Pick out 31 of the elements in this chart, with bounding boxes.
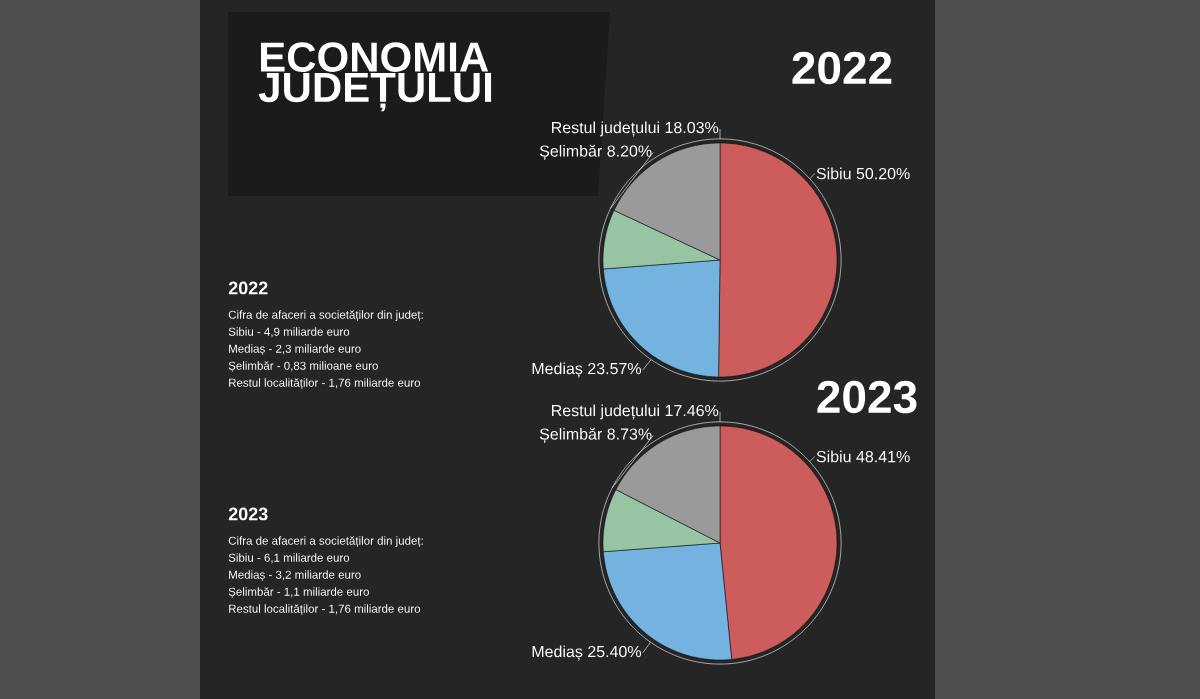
text: Mediaș - 3,2 miliarde euro bbox=[229, 570, 361, 582]
text: Șelimbăr - 1,1 miliarde euro bbox=[228, 587, 369, 599]
slice-label: Mediaș bbox=[532, 362, 583, 378]
text: 2022 bbox=[228, 281, 268, 295]
text: Sibiu - 4,9 miliarde euro bbox=[228, 327, 350, 338]
data-label: 8.20% bbox=[607, 145, 652, 157]
text: Restul localităților - 1,76 miliarde euro bbox=[229, 604, 421, 616]
data-label: 17.46% bbox=[665, 404, 719, 417]
data-label: 50.20% bbox=[856, 167, 910, 180]
slice-label: Șelimbăr bbox=[539, 427, 603, 443]
data-label: 23.57% bbox=[588, 362, 642, 375]
slice-label: Șelimbăr bbox=[539, 144, 603, 160]
text: Cifra de afaceri a societăților din județ: bbox=[228, 310, 423, 322]
slice-label: Sibiu bbox=[816, 167, 851, 180]
data-label: 48.41% bbox=[856, 450, 910, 463]
slice-label: Sibiu bbox=[816, 450, 851, 463]
text: ECONOMIA JUDEȚULUI bbox=[258, 42, 492, 112]
text: Cifra de afaceri a societăților din județ: bbox=[228, 536, 423, 548]
slice-label: Mediaș bbox=[532, 645, 583, 661]
slice-label: Restul județului bbox=[552, 121, 659, 137]
text: Sibiu - 6,1 miliarde euro bbox=[228, 553, 350, 564]
data-label: 8.73% bbox=[607, 428, 652, 440]
chart-title: 2022 bbox=[792, 51, 892, 85]
text: Mediaș - 2,3 miliarde euro bbox=[229, 344, 361, 356]
text: 2023 bbox=[228, 507, 268, 521]
slice-label: Restul județului bbox=[552, 404, 659, 420]
data-label: 25.40% bbox=[588, 645, 642, 658]
text: Șelimbăr - 0,83 milioane euro bbox=[228, 361, 378, 373]
text: Restul localităților - 1,76 miliarde euro bbox=[229, 378, 421, 390]
data-label: 18.03% bbox=[665, 121, 719, 134]
chart-title: 2023 bbox=[817, 380, 917, 414]
